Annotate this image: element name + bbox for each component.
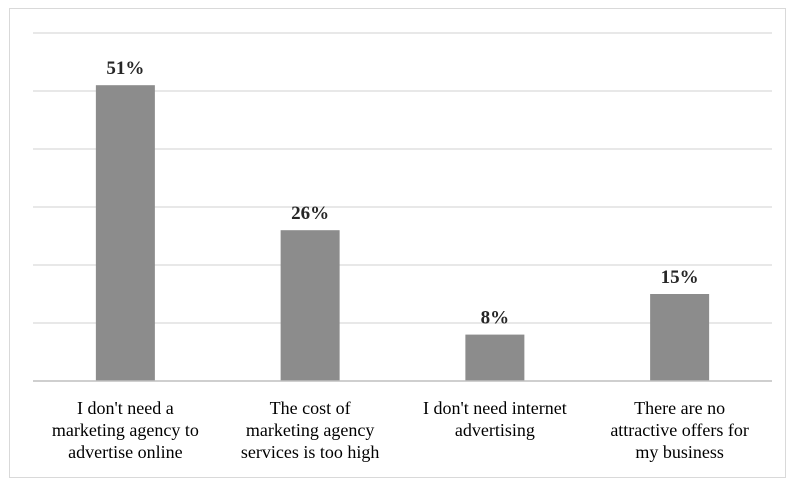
data-label: 15% <box>661 267 699 288</box>
category-label: I don't need internet <box>423 398 567 418</box>
data-label: 26% <box>291 203 329 224</box>
data-labels: 51% 26% 8% 15% <box>106 58 698 328</box>
category-label: The cost of <box>270 398 351 418</box>
category-label: advertise online <box>68 442 182 462</box>
category-label: I don't need a <box>77 398 174 418</box>
bar <box>95 85 155 381</box>
bar <box>280 230 340 381</box>
bar <box>650 294 710 381</box>
category-label: marketing agency <box>246 420 374 440</box>
bars <box>95 85 710 381</box>
category-label: marketing agency to <box>52 420 199 440</box>
data-label: 8% <box>481 308 510 329</box>
gridlines <box>33 32 772 324</box>
category-label: my business <box>635 442 724 462</box>
category-label: services is too high <box>241 442 379 462</box>
category-label: There are no <box>634 398 725 418</box>
category-label: attractive offers for <box>610 420 749 440</box>
bar <box>465 334 525 381</box>
data-label: 51% <box>106 58 144 79</box>
category-label: advertising <box>455 420 535 440</box>
